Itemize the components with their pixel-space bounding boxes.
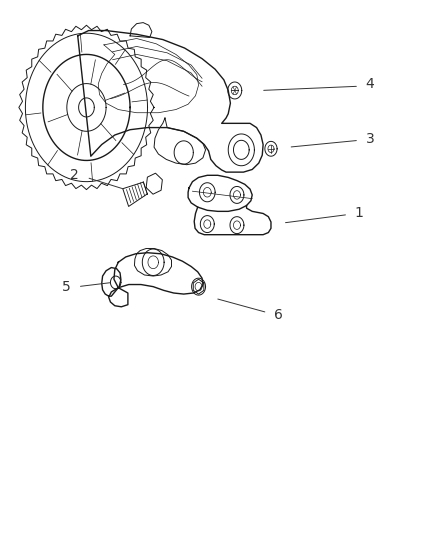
Text: 2: 2 xyxy=(70,168,79,182)
Text: 3: 3 xyxy=(365,132,374,146)
Text: 5: 5 xyxy=(61,280,70,294)
Text: 1: 1 xyxy=(354,206,363,221)
Text: 4: 4 xyxy=(365,77,374,91)
Text: 6: 6 xyxy=(273,308,282,322)
